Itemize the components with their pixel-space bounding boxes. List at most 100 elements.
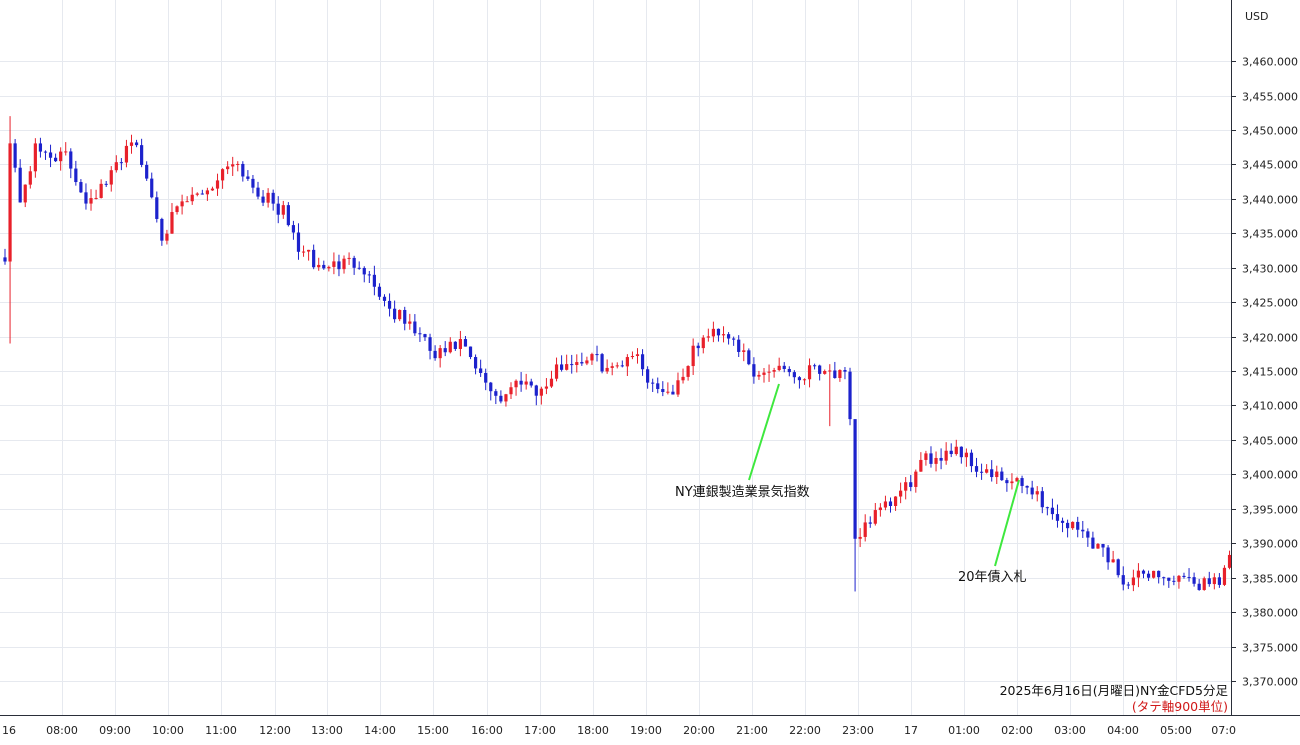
candle: [1005, 477, 1009, 492]
candle: [231, 156, 235, 176]
candle-body: [701, 337, 705, 349]
candle-body: [352, 257, 356, 268]
candle-body: [802, 379, 807, 381]
candle: [256, 181, 260, 200]
candle: [236, 161, 240, 172]
candle-body: [747, 350, 751, 365]
candle-body: [448, 341, 452, 353]
x-tick-label: 08:00: [46, 724, 78, 737]
candle-body: [554, 364, 559, 379]
y-tick-label: 3,440.000: [1242, 194, 1298, 207]
candle-body: [681, 376, 685, 381]
y-tick-label: 3,410.000: [1242, 400, 1298, 413]
candle: [64, 142, 68, 156]
candle-body: [787, 368, 791, 373]
candle: [863, 514, 867, 542]
candle-body: [1126, 584, 1130, 586]
candle-body: [307, 249, 311, 252]
candle: [615, 362, 619, 369]
candle: [1121, 566, 1125, 591]
candle-body: [69, 151, 73, 169]
candle-body: [1152, 570, 1156, 578]
candle: [625, 354, 629, 377]
candle-body: [1217, 577, 1221, 585]
candle: [59, 147, 63, 171]
candle-body: [1131, 577, 1135, 586]
candle-body: [1010, 481, 1014, 484]
candle: [301, 245, 306, 257]
time-axis[interactable]: 16 08:00 09:00 10:00 11:00 12:00 13:00 14:00 15:…: [2, 724, 1236, 737]
candle: [792, 370, 796, 384]
candle-body: [458, 339, 462, 349]
candle: [1131, 569, 1135, 592]
candle: [1091, 531, 1095, 549]
candle-body: [134, 142, 139, 146]
candle-body: [286, 205, 290, 226]
candle-body: [13, 143, 17, 168]
price-axis[interactable]: 3,370.000 3,375.000 3,380.000 3,385.000 3,39…: [1231, 56, 1298, 689]
candle: [640, 349, 645, 376]
candle: [1020, 475, 1024, 494]
candle-body: [1020, 478, 1024, 486]
candle-body: [443, 348, 447, 353]
candle-body: [909, 482, 913, 487]
candle-body: [231, 164, 235, 167]
candle: [372, 265, 376, 296]
candle-body: [332, 261, 336, 267]
candle: [307, 249, 311, 261]
candle-body: [519, 380, 523, 385]
candle: [565, 354, 569, 371]
candle-body: [711, 328, 715, 337]
candle: [1035, 486, 1039, 502]
candle-body: [200, 193, 204, 195]
candle: [772, 367, 776, 378]
x-tick-label: 17: [904, 724, 918, 737]
y-tick-label: 3,390.000: [1242, 538, 1298, 551]
candle: [1116, 558, 1120, 578]
event-annotations: NY連銀製造業景気指数 20年債入札: [675, 383, 1027, 585]
candle-body: [89, 198, 93, 204]
candle-body: [114, 162, 118, 171]
candle: [666, 382, 670, 395]
candle: [327, 265, 331, 272]
candle: [1060, 517, 1065, 533]
candle-body: [833, 370, 837, 379]
x-tick-label: 07:0: [1211, 724, 1236, 737]
candle: [180, 194, 184, 215]
candle: [1227, 550, 1232, 570]
candle: [1152, 570, 1156, 579]
candle-body: [190, 194, 194, 202]
candle: [463, 336, 468, 347]
candle: [1202, 576, 1206, 591]
y-tick-label: 3,375.000: [1242, 642, 1298, 655]
candle: [524, 373, 528, 390]
candle: [635, 348, 640, 364]
candle: [109, 166, 113, 192]
candle: [332, 252, 336, 275]
candle-body: [1116, 559, 1120, 576]
y-tick-label: 3,385.000: [1242, 573, 1298, 586]
candle: [79, 179, 83, 194]
y-tick-label: 3,455.000: [1242, 91, 1298, 104]
annotation-pointer: [994, 479, 1020, 567]
candle-body: [585, 360, 589, 364]
candle: [919, 452, 923, 472]
candle: [499, 390, 503, 404]
candle-body: [119, 162, 123, 164]
candle-body: [696, 345, 700, 349]
candle-body: [28, 171, 32, 185]
candle-body: [1141, 570, 1146, 574]
y-tick-label: 3,380.000: [1242, 607, 1298, 620]
candle-body: [539, 388, 543, 396]
candle: [979, 463, 984, 480]
candle-body: [129, 142, 134, 146]
candle: [165, 229, 169, 245]
candle-body: [959, 446, 963, 458]
candle: [630, 351, 635, 360]
candle-body: [767, 371, 771, 373]
candle-body: [640, 354, 645, 370]
candle-body: [382, 296, 387, 301]
candle: [393, 300, 397, 323]
candle-body: [317, 264, 321, 268]
